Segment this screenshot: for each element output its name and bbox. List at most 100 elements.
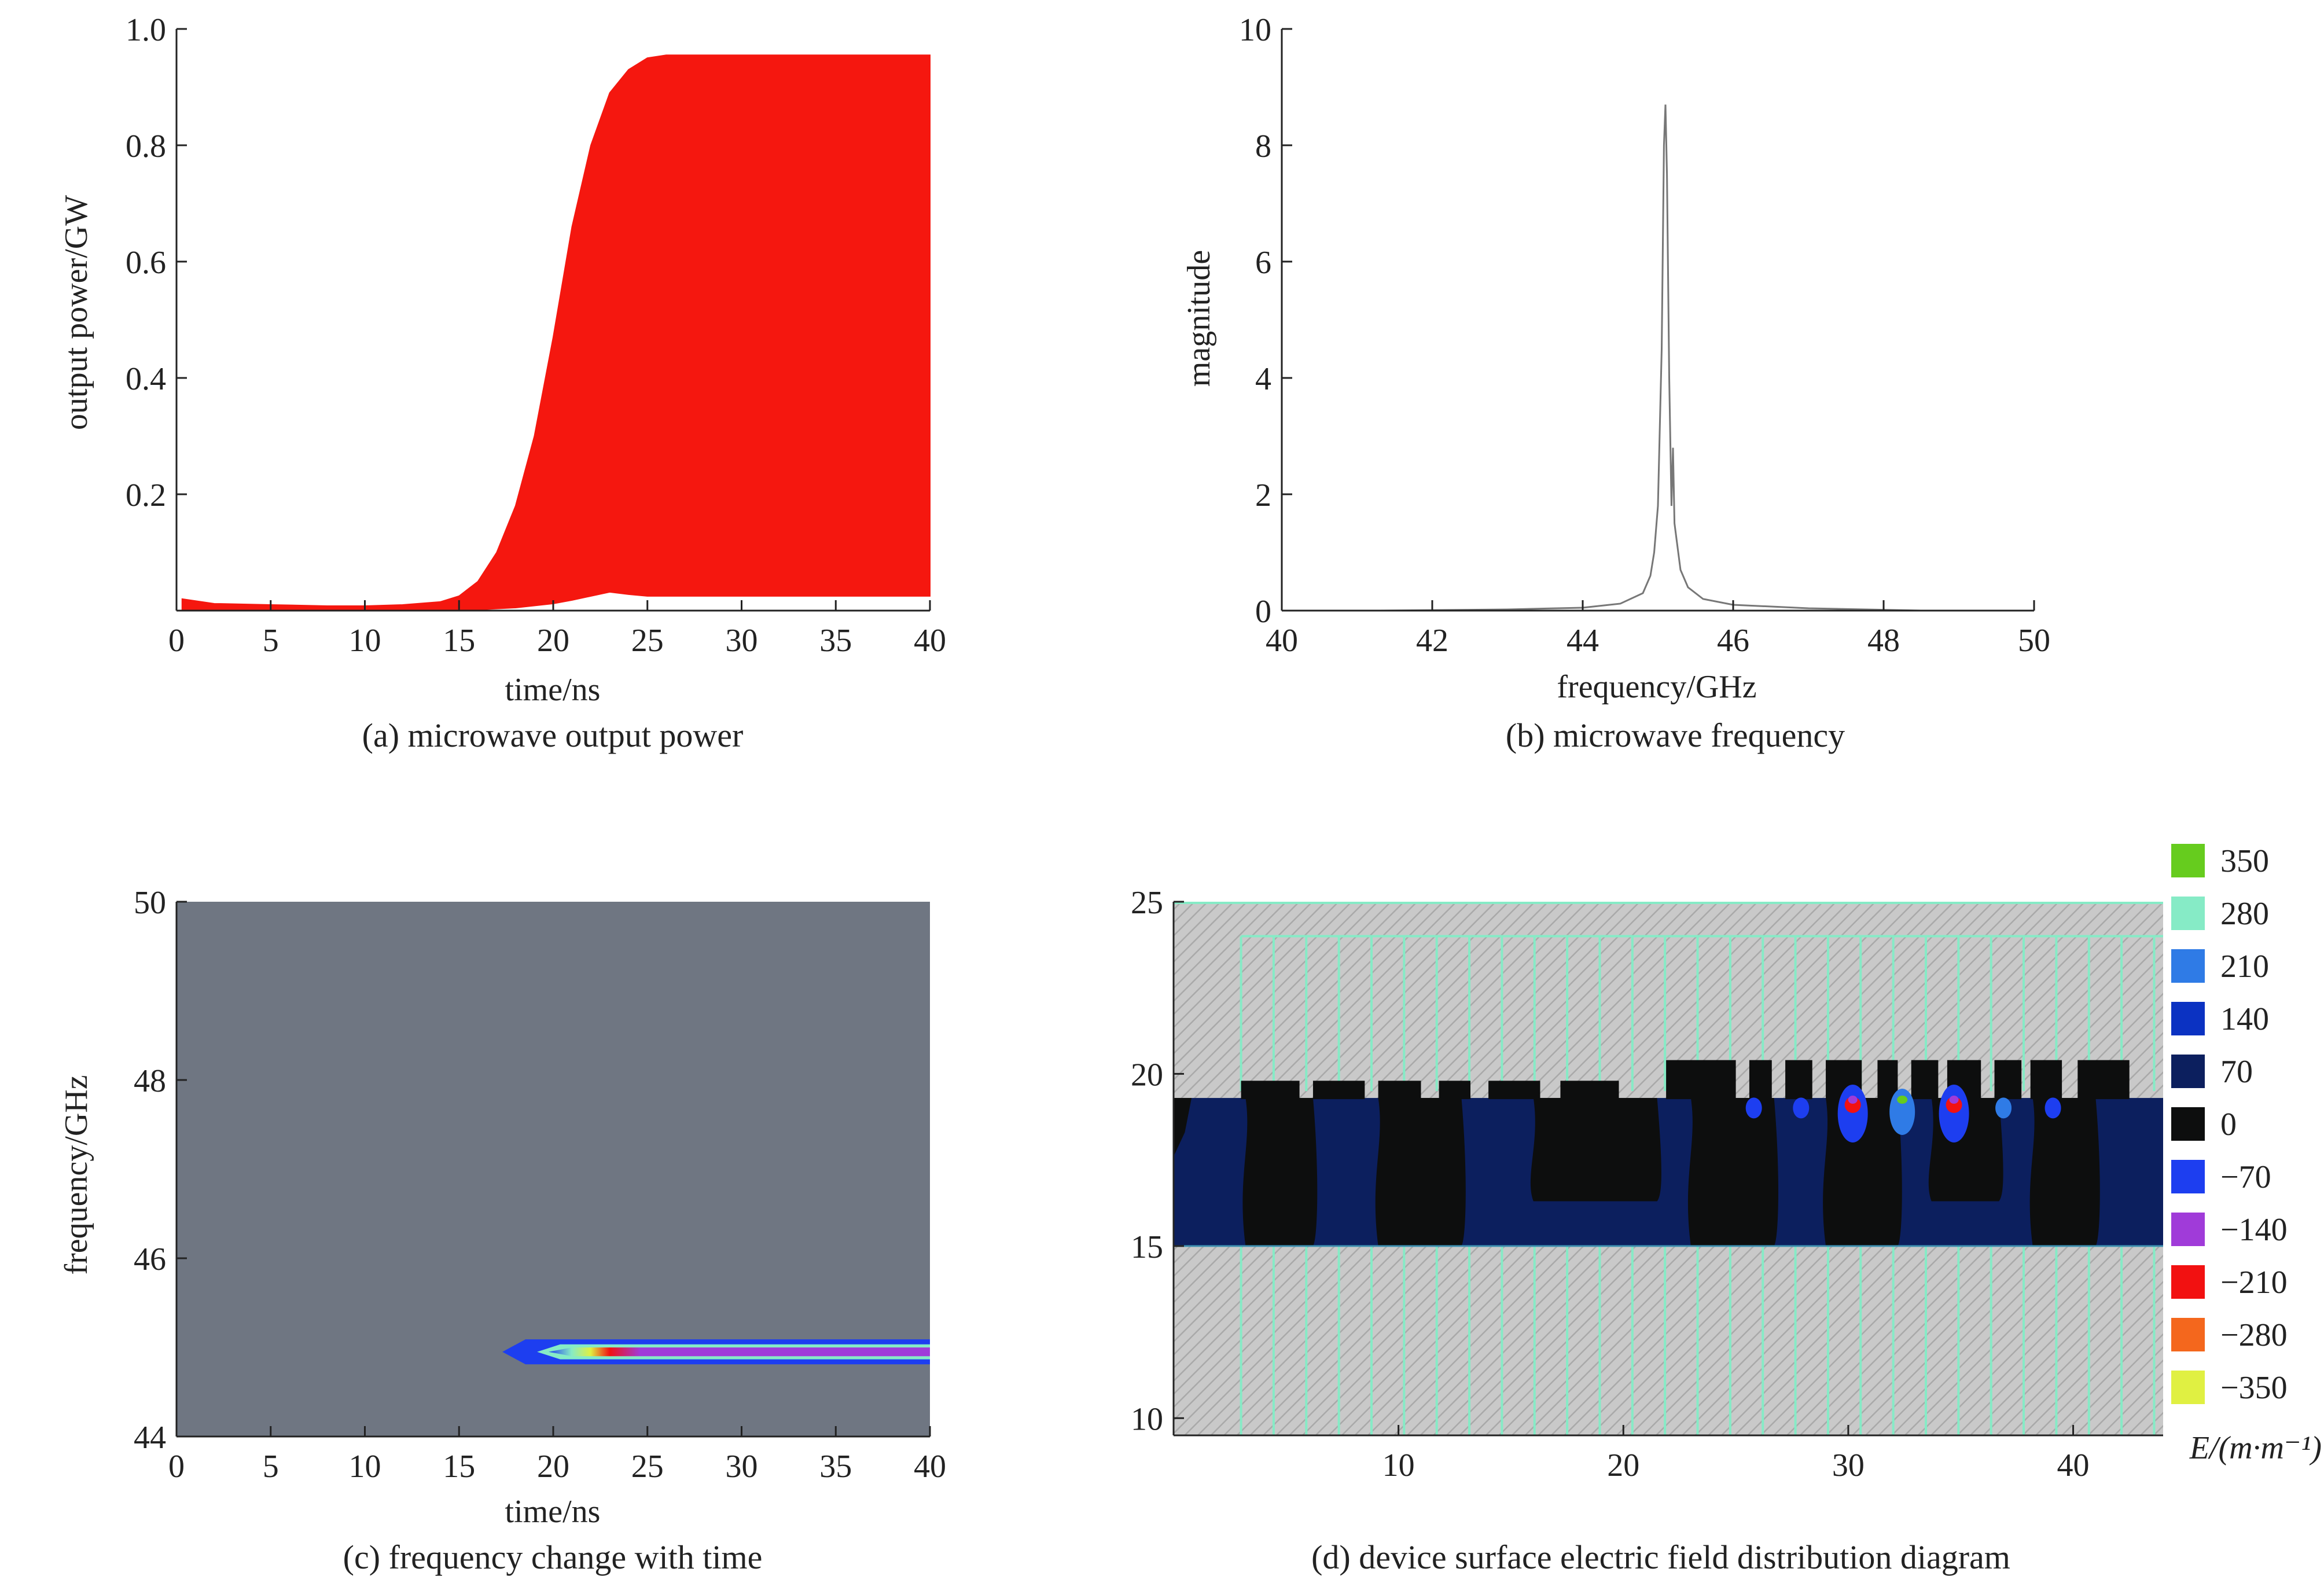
panel-d-colorbar-swatch-1 — [2171, 897, 2205, 930]
panel-d-ytick-label-2: 20 — [1131, 1057, 1163, 1093]
panel-d-ytick-label-3: 25 — [1131, 885, 1163, 921]
panel-c-xtick-label-3: 15 — [443, 1449, 475, 1485]
panel-d-colorbar-label-5: 0 — [2220, 1107, 2237, 1142]
panel-a-ytick-label-3: 0.8 — [126, 128, 166, 164]
panel-d-cren-13 — [1994, 1060, 2022, 1100]
panel-b-ylabel: magnitude — [1181, 250, 1217, 387]
panel-a-xtick-label-8: 40 — [914, 623, 946, 659]
panel-d-hotspot-inner-2 — [1848, 1096, 1858, 1104]
panel-b-ytick-label-4: 8 — [1255, 128, 1271, 164]
panel-d-electric-field: 10 20 30 40 10 15 20 25 350 280 210 140 70 0 −70 −140 −… — [1131, 843, 2322, 1576]
panel-c-ticks: 0 5 10 15 20 25 30 35 40 44 46 48 50 — [134, 885, 946, 1485]
panel-d-cren-5 — [1560, 1081, 1619, 1100]
panel-a-xtick-label-3: 15 — [443, 623, 475, 659]
panel-a-ytick-label-4: 1.0 — [126, 12, 166, 48]
panel-a-ytick-label-1: 0.4 — [126, 361, 166, 397]
panel-d-colorbar-label-10: −350 — [2220, 1370, 2288, 1406]
panel-d-colorbar-swatch-6 — [2171, 1160, 2205, 1193]
panel-a-ytick-label-0: 0.2 — [126, 477, 166, 513]
panel-c-caption: (c) frequency change with time — [343, 1538, 763, 1576]
panel-d-plot-area — [1172, 902, 2163, 1437]
panel-d-colorbar-label-0: 350 — [2220, 843, 2269, 879]
panel-d-cren-0 — [1241, 1081, 1300, 1100]
panel-d-cren-4 — [1488, 1081, 1540, 1100]
panel-a-plot-area — [175, 29, 931, 612]
panel-b-xtick-label-1: 42 — [1416, 623, 1448, 659]
panel-b-xtick-label-4: 48 — [1867, 623, 1900, 659]
panel-b-caption: (b) microwave frequency — [1506, 717, 1845, 754]
panel-d-hotspot-0 — [1745, 1097, 1762, 1119]
panel-c-ytick-label-2: 48 — [134, 1063, 166, 1099]
panel-c-ytick-label-3: 50 — [134, 885, 166, 921]
panel-d-hotspot-4 — [1939, 1084, 1969, 1142]
panel-d-xtick-label-1: 20 — [1607, 1448, 1639, 1483]
panel-d-top-boundary — [1174, 902, 2163, 904]
panel-b-xlabel: frequency/GHz — [1557, 669, 1756, 705]
panel-d-cren-11 — [1911, 1060, 1939, 1100]
panel-d-field-lobe-1 — [1375, 1098, 1466, 1246]
panel-b-xtick-label-0: 40 — [1266, 623, 1298, 659]
panel-c-xtick-label-4: 20 — [537, 1449, 569, 1485]
panel-d-cren-6 — [1666, 1060, 1736, 1100]
panel-d-cren-3 — [1439, 1081, 1470, 1100]
panel-d-colorbar-label-4: 70 — [2220, 1054, 2253, 1090]
panel-d-hotspot-inner-4 — [1949, 1096, 1959, 1104]
panel-d-colorbar-label-7: −140 — [2220, 1212, 2288, 1248]
panel-d-field-lobe-0 — [1242, 1098, 1318, 1246]
panel-c-xtick-label-1: 5 — [263, 1449, 279, 1485]
panel-d-colorbar-swatch-5 — [2171, 1107, 2205, 1141]
panel-d-cren-14 — [2030, 1060, 2062, 1100]
panel-d-field-lobe-2 — [1530, 1098, 1661, 1202]
panel-a-ticks: 0 5 10 15 20 25 30 35 40 0.2 0.4 0.6 0.8 1.0 — [126, 12, 946, 659]
panel-d-xtick-label-2: 30 — [1832, 1448, 1865, 1483]
panel-c-xtick-label-8: 40 — [914, 1449, 946, 1485]
panel-d-colorbar-swatch-2 — [2171, 949, 2205, 983]
panel-c-ylabel: frequency/GHz — [58, 1075, 94, 1274]
panel-b-spectrum-line-0 — [1379, 104, 1922, 612]
panel-a-xtick-label-0: 0 — [168, 623, 185, 659]
panel-d-colorbar-swatch-8 — [2171, 1265, 2205, 1299]
panel-a-xtick-label-4: 20 — [537, 623, 569, 659]
panel-a-output-power: 0 5 10 15 20 25 30 35 400.20.40.60.81.0 time/ns … — [58, 12, 946, 754]
panel-d-colorbar-swatch-3 — [2171, 1002, 2205, 1035]
panel-d-colorbar-label-1: 280 — [2220, 896, 2269, 932]
panel-d-colorbar-swatch-10 — [2171, 1371, 2205, 1404]
panel-d-hotspot-5 — [1995, 1097, 2012, 1119]
panel-d-cren-1 — [1312, 1081, 1365, 1100]
panel-d-hotspot-6 — [2044, 1097, 2061, 1119]
panel-b-xtick-label-2: 44 — [1567, 623, 1599, 659]
panel-c-ytick-label-1: 46 — [134, 1241, 166, 1277]
panel-a-ytick-label-2: 0.6 — [126, 245, 166, 281]
panel-b-plot-area — [1281, 29, 2034, 612]
panel-d-cren-7 — [1749, 1060, 1772, 1100]
panel-b-ytick-label-0: 0 — [1255, 594, 1271, 630]
panel-c-band-core — [549, 1347, 930, 1357]
panel-d-xtick-label-0: 10 — [1382, 1448, 1415, 1483]
panel-d-hotspot-3 — [1889, 1088, 1915, 1135]
panel-c-ytick-label-0: 44 — [134, 1420, 166, 1456]
panel-d-caption: (d) device surface electric field distri… — [1311, 1538, 2010, 1576]
panel-a-power-envelope — [181, 54, 931, 611]
panel-c-xtick-label-2: 10 — [349, 1449, 381, 1485]
panel-c-xtick-label-7: 35 — [819, 1449, 852, 1485]
panel-d-colorbar: 350 280 210 140 70 0 −70 −140 −210 −280 −350 — [2171, 843, 2288, 1406]
panel-b-ytick-label-3: 6 — [1255, 245, 1271, 281]
panel-b-ytick-label-1: 2 — [1255, 477, 1271, 513]
panel-a-xtick-label-6: 30 — [726, 623, 758, 659]
panel-d-colorbar-label-9: −280 — [2220, 1317, 2288, 1353]
panel-d-hotspot-1 — [1793, 1097, 1810, 1119]
panel-d-cren-10 — [1877, 1060, 1898, 1100]
panel-b-xtick-label-5: 50 — [2018, 623, 2050, 659]
panel-d-cren-2 — [1378, 1081, 1421, 1100]
panel-d-ticks: 10 20 30 40 10 15 20 25 — [1131, 885, 2090, 1483]
panel-d-colorbar-swatch-4 — [2171, 1055, 2205, 1088]
panel-d-colorbar-swatch-0 — [2171, 844, 2205, 877]
panel-a-xtick-label-2: 10 — [349, 623, 381, 659]
panel-a-xlabel: time/ns — [505, 672, 601, 708]
panel-c-xtick-label-5: 25 — [631, 1449, 664, 1485]
panel-a-xtick-label-1: 5 — [263, 623, 279, 659]
panel-d-colorbar-label-8: −210 — [2220, 1265, 2288, 1301]
panel-d-colorbar-label-3: 140 — [2220, 1001, 2269, 1037]
